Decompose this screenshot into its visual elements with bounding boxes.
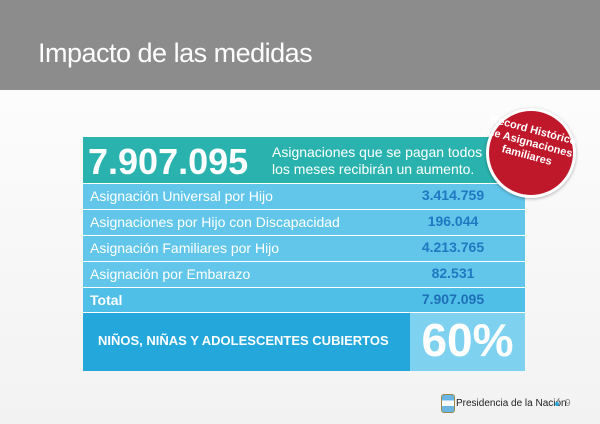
row-label: Asignaciones por Hijo con Discapacidad [90, 214, 340, 230]
coverage-band [83, 312, 410, 371]
row-value: 3.414.759 [421, 187, 485, 203]
coverage-label: NIÑOS, NIÑAS Y ADOLESCENTES CUBIERTOS [98, 333, 389, 348]
summary-description: Asignaciones que se pagan todos los meses… [272, 144, 482, 178]
header-band [0, 0, 600, 90]
row-label: Asignación por Embarazo [90, 266, 251, 282]
row-value: 82.531 [431, 265, 475, 281]
description-line: Asignaciones que se pagan todos [272, 144, 483, 160]
row-label: Total [90, 292, 123, 308]
emblem [441, 394, 455, 413]
row-value: 196.044 [427, 213, 479, 229]
slide-title: Impacto de las medidas [38, 38, 313, 68]
summary-row [83, 137, 525, 183]
footer-org: Presidencia de la Nación [456, 398, 567, 409]
table-row: Asignación Familiares por Hijo 4.213.765 [83, 235, 525, 261]
total-row: Total 7.907.095 [83, 287, 525, 313]
table-row: Asignación por Embarazo 82.531 [83, 261, 525, 287]
table-row: Asignaciones por Hijo con Discapacidad 19… [83, 209, 525, 235]
row-label: Asignación Familiares por Hijo [90, 240, 280, 256]
table-row: Asignación Universal por Hijo 3.414.759 [83, 183, 525, 209]
footer-dot [555, 402, 559, 406]
coverage-value-band [410, 312, 525, 371]
badge [486, 108, 576, 198]
page-number: 9 [565, 398, 571, 409]
row-value: 4.213.765 [421, 239, 485, 255]
coverage-value: 60% [421, 314, 514, 366]
row-value: 7.907.095 [421, 291, 485, 307]
row-label: Asignación Universal por Hijo [90, 188, 273, 204]
description-line: los meses recibirán un aumento. [272, 161, 475, 177]
summary-total: 7.907.095 [88, 141, 249, 182]
